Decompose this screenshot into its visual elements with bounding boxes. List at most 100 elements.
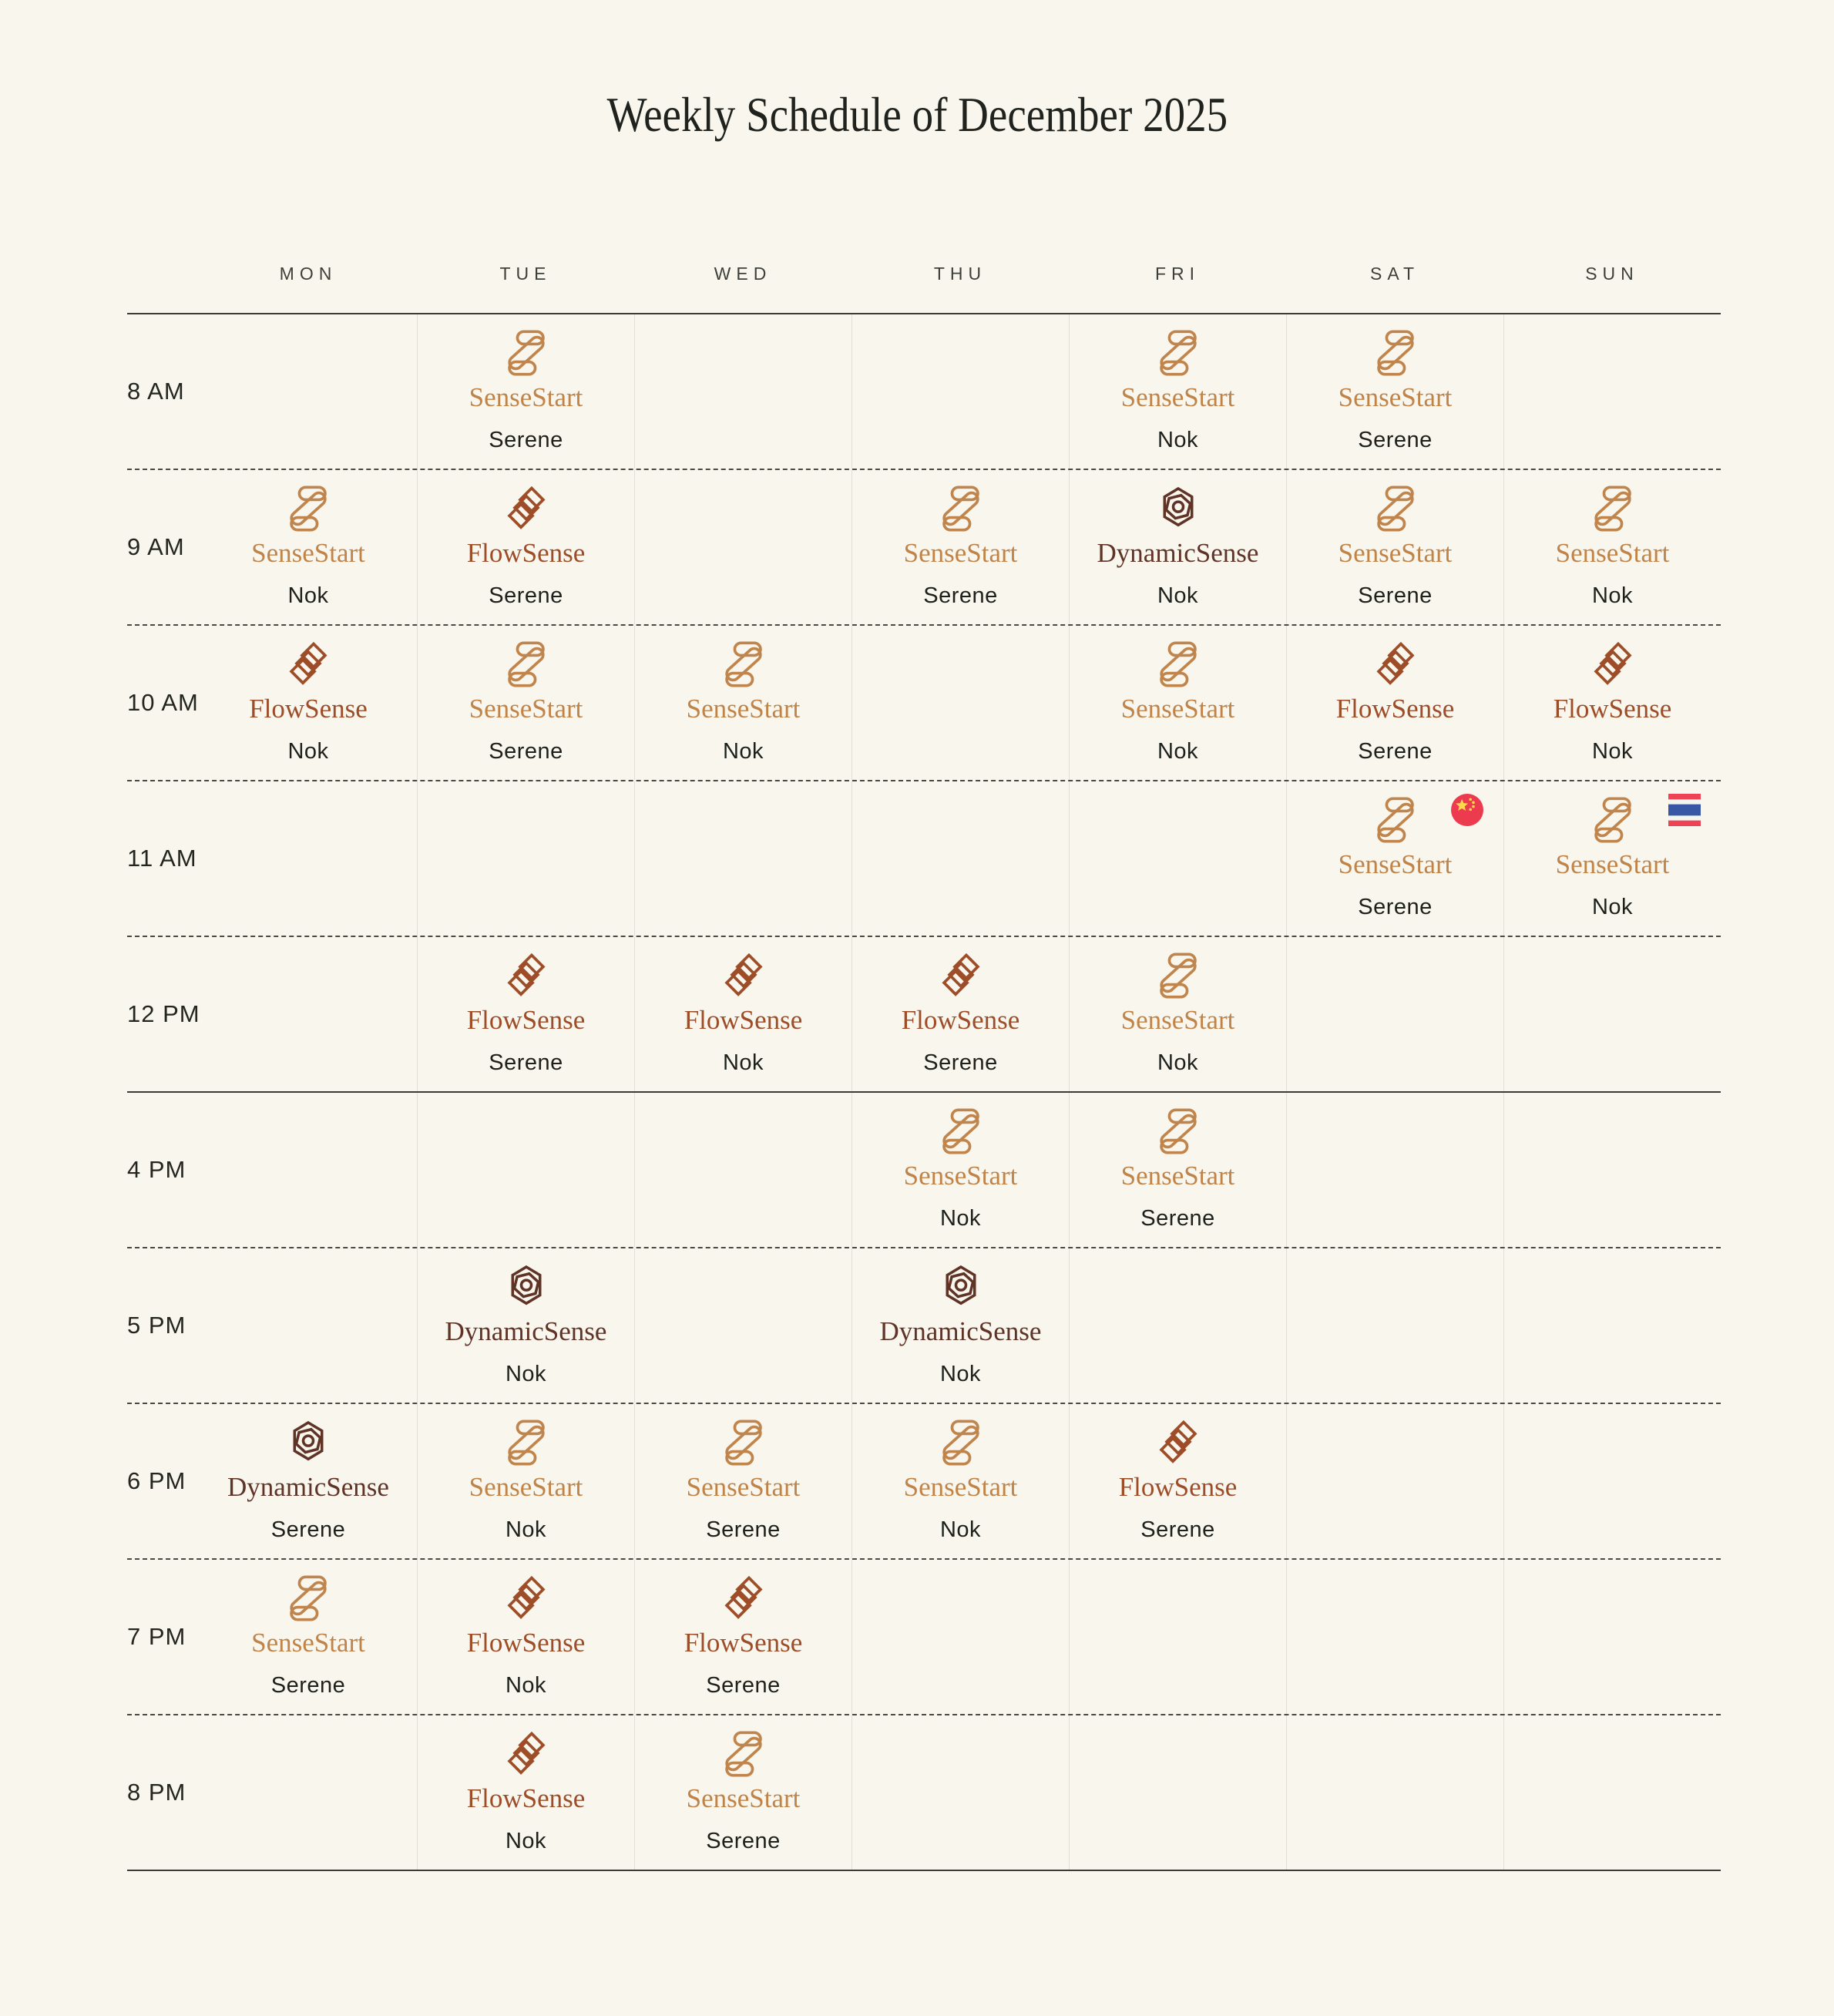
event-person: Nok: [287, 738, 329, 764]
event-person: Serene: [489, 738, 563, 764]
dynamicsense-icon: [1158, 486, 1198, 532]
event-sensestart[interactable]: SenseStart Serene: [635, 1731, 852, 1854]
event-flowsense[interactable]: FlowSense Nok: [1504, 641, 1721, 764]
event-cell-tue-10am[interactable]: SenseStart Serene: [417, 626, 634, 780]
event-flowsense[interactable]: FlowSense Nok: [635, 953, 852, 1076]
event-dynamicsense[interactable]: DynamicSense Nok: [1070, 486, 1286, 609]
sensestart-icon: [724, 1420, 764, 1466]
event-cell-sat-8am[interactable]: SenseStart Serene: [1286, 314, 1503, 469]
event-flowsense[interactable]: FlowSense Nok: [418, 1731, 634, 1854]
event-cell-wed-8pm[interactable]: SenseStart Serene: [634, 1715, 852, 1870]
event-dynamicsense[interactable]: DynamicSense Serene: [200, 1420, 417, 1543]
event-sensestart[interactable]: SenseStart Nok: [1070, 641, 1286, 764]
event-cell-wed-7pm[interactable]: FlowSense Serene: [634, 1560, 852, 1714]
event-cell-mon-7pm[interactable]: SenseStart Serene: [200, 1560, 417, 1714]
event-cell-tue-8pm[interactable]: FlowSense Nok: [417, 1715, 634, 1870]
event-flowsense[interactable]: FlowSense Serene: [635, 1575, 852, 1698]
event-person: Nok: [505, 1361, 547, 1386]
event-flowsense[interactable]: FlowSense Nok: [200, 641, 417, 764]
event-person: Serene: [1358, 583, 1433, 608]
event-person: Serene: [489, 583, 563, 608]
event-cell-wed-10am[interactable]: SenseStart Nok: [634, 626, 852, 780]
event-person: Nok: [1157, 738, 1199, 764]
event-cell-sat-9am[interactable]: SenseStart Serene: [1286, 470, 1503, 624]
event-dynamicsense[interactable]: DynamicSense Nok: [418, 1264, 634, 1387]
empty-cell-fri-8pm: [1069, 1715, 1286, 1870]
empty-cell-sun-5pm: [1503, 1248, 1721, 1403]
event-cell-thu-5pm[interactable]: DynamicSense Nok: [852, 1248, 1069, 1403]
event-cell-fri-9am[interactable]: DynamicSense Nok: [1069, 470, 1286, 624]
event-cell-thu-6pm[interactable]: SenseStart Nok: [852, 1404, 1069, 1558]
empty-cell-sat-5pm: [1286, 1248, 1503, 1403]
event-sensestart[interactable]: SenseStart Serene: [635, 1420, 852, 1543]
event-flowsense[interactable]: FlowSense Nok: [418, 1575, 634, 1698]
event-sensestart[interactable]: SenseStart Serene: [1287, 797, 1503, 920]
event-cell-wed-12pm[interactable]: FlowSense Nok: [634, 937, 852, 1091]
event-sensestart[interactable]: SenseStart Nok: [852, 1420, 1069, 1543]
event-cell-fri-6pm[interactable]: FlowSense Serene: [1069, 1404, 1286, 1558]
event-sensestart[interactable]: SenseStart Serene: [1070, 1108, 1286, 1231]
event-sensestart[interactable]: SenseStart Nok: [852, 1108, 1069, 1231]
event-person: Serene: [706, 1672, 781, 1698]
event-person: Serene: [270, 1672, 346, 1698]
event-flowsense[interactable]: FlowSense Serene: [1287, 641, 1503, 764]
event-name: SenseStart: [251, 538, 365, 569]
event-cell-thu-4pm[interactable]: SenseStart Nok: [852, 1093, 1069, 1247]
event-cell-sat-10am[interactable]: FlowSense Serene: [1286, 626, 1503, 780]
event-person: Nok: [1157, 427, 1199, 452]
event-cell-tue-12pm[interactable]: FlowSense Serene: [417, 937, 634, 1091]
event-cell-tue-5pm[interactable]: DynamicSense Nok: [417, 1248, 634, 1403]
event-cell-sun-9am[interactable]: SenseStart Nok: [1503, 470, 1721, 624]
event-name: SenseStart: [1338, 382, 1453, 413]
event-sensestart[interactable]: SenseStart Nok: [200, 486, 417, 609]
event-sensestart[interactable]: SenseStart Serene: [418, 641, 634, 764]
sensestart-icon: [941, 486, 981, 532]
event-cell-fri-10am[interactable]: SenseStart Nok: [1069, 626, 1286, 780]
event-cell-tue-9am[interactable]: FlowSense Serene: [417, 470, 634, 624]
event-flowsense[interactable]: FlowSense Serene: [1070, 1420, 1286, 1543]
event-dynamicsense[interactable]: DynamicSense Nok: [852, 1264, 1069, 1387]
event-sensestart[interactable]: SenseStart Serene: [200, 1575, 417, 1698]
event-sensestart[interactable]: SenseStart Serene: [418, 330, 634, 453]
event-cell-sun-10am[interactable]: FlowSense Nok: [1503, 626, 1721, 780]
event-sensestart[interactable]: SenseStart Nok: [1504, 797, 1721, 920]
event-name: FlowSense: [1335, 694, 1455, 724]
page-title: Weekly Schedule of December 2025: [0, 86, 1834, 143]
event-sensestart[interactable]: SenseStart Nok: [1504, 486, 1721, 609]
event-sensestart[interactable]: SenseStart Nok: [1070, 330, 1286, 453]
event-cell-mon-6pm[interactable]: DynamicSense Serene: [200, 1404, 417, 1558]
event-cell-sun-11am[interactable]: SenseStart Nok: [1503, 781, 1721, 936]
flowsense-icon: [1158, 1420, 1198, 1466]
event-cell-fri-8am[interactable]: SenseStart Nok: [1069, 314, 1286, 469]
empty-cell-wed-11am: [634, 781, 852, 936]
sensestart-icon: [1593, 797, 1633, 843]
sensestart-icon: [1376, 797, 1416, 843]
empty-cell-tue-11am: [417, 781, 634, 936]
event-cell-tue-6pm[interactable]: SenseStart Nok: [417, 1404, 634, 1558]
event-flowsense[interactable]: FlowSense Serene: [418, 953, 634, 1076]
event-cell-fri-4pm[interactable]: SenseStart Serene: [1069, 1093, 1286, 1247]
event-cell-mon-9am[interactable]: SenseStart Nok: [200, 470, 417, 624]
event-cell-thu-12pm[interactable]: FlowSense Serene: [852, 937, 1069, 1091]
event-cell-thu-9am[interactable]: SenseStart Serene: [852, 470, 1069, 624]
event-sensestart[interactable]: SenseStart Serene: [1287, 486, 1503, 609]
empty-cell-sun-12pm: [1503, 937, 1721, 1091]
event-cell-sat-11am[interactable]: SenseStart Serene: [1286, 781, 1503, 936]
event-cell-mon-10am[interactable]: FlowSense Nok: [200, 626, 417, 780]
event-sensestart[interactable]: SenseStart Nok: [635, 641, 852, 764]
event-sensestart[interactable]: SenseStart Nok: [418, 1420, 634, 1543]
event-cell-tue-7pm[interactable]: FlowSense Nok: [417, 1560, 634, 1714]
event-sensestart[interactable]: SenseStart Serene: [852, 486, 1069, 609]
event-flowsense[interactable]: FlowSense Serene: [418, 486, 634, 609]
event-cell-fri-12pm[interactable]: SenseStart Nok: [1069, 937, 1286, 1091]
event-person: Serene: [706, 1517, 781, 1542]
time-label: 6 PM: [127, 1467, 186, 1494]
flowsense-icon: [724, 953, 764, 999]
event-flowsense[interactable]: FlowSense Serene: [852, 953, 1069, 1076]
event-cell-tue-8am[interactable]: SenseStart Serene: [417, 314, 634, 469]
sensestart-icon: [1158, 953, 1198, 999]
event-cell-wed-6pm[interactable]: SenseStart Serene: [634, 1404, 852, 1558]
event-sensestart[interactable]: SenseStart Serene: [1287, 330, 1503, 453]
event-sensestart[interactable]: SenseStart Nok: [1070, 953, 1286, 1076]
event-person: Nok: [1591, 894, 1634, 919]
